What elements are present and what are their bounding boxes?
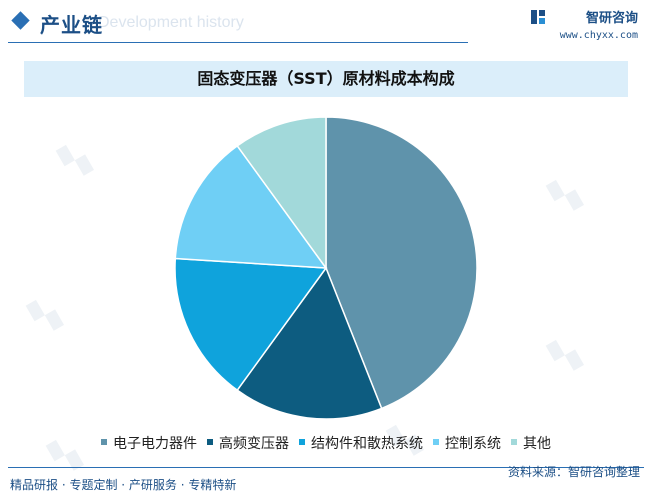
pie-slice-0: [325, 116, 478, 410]
legend-swatch: [299, 439, 305, 445]
legend-item-3: 控制系统: [433, 433, 501, 453]
legend-swatch: [511, 439, 517, 445]
header-watermark-text: Development history: [98, 14, 244, 31]
pie-chart: [174, 116, 478, 420]
legend-item-4: 其他: [511, 433, 551, 453]
legend-label: 电子电力器件: [113, 436, 197, 452]
legend-label: 结构件和散热系统: [311, 436, 423, 452]
legend-label: 其他: [523, 436, 551, 452]
footer-divider: [8, 467, 644, 468]
brand-block: 智研咨询 www.chyxx.com: [531, 7, 638, 41]
footer-tagline: 精品研报 · 专题定制 · 产研服务 · 专精特新: [10, 478, 237, 492]
legend-label: 控制系统: [445, 436, 501, 452]
header-divider: [8, 42, 468, 43]
chart-title-bar: 固态变压器（SST）原材料成本构成: [24, 61, 628, 97]
legend-item-0: 电子电力器件: [101, 433, 197, 453]
legend-label: 高频变压器: [219, 436, 289, 452]
pie-slice-1: [236, 266, 383, 420]
pie-slice-4: [236, 116, 327, 271]
legend-item-1: 高频变压器: [207, 433, 289, 453]
brand-url: www.chyxx.com: [559, 30, 638, 41]
logo-icon: [531, 10, 545, 24]
section-title: 产业链: [40, 13, 103, 37]
page-header: Development history 产业链: [0, 0, 652, 46]
chart-title: 固态变压器（SST）原材料成本构成: [197, 69, 455, 88]
brand-name: 智研咨询: [585, 11, 638, 26]
legend-swatch: [101, 439, 107, 445]
pie-slice-2: [174, 257, 328, 392]
legend-swatch: [433, 439, 439, 445]
legend-item-2: 结构件和散热系统: [299, 433, 423, 453]
data-source: 资料来源：智研咨询整理: [507, 465, 640, 479]
chart-legend: 电子电力器件 高频变压器 结构件和散热系统 控制系统 其他: [0, 433, 652, 453]
legend-swatch: [207, 439, 213, 445]
pie-slice-3: [174, 144, 328, 269]
